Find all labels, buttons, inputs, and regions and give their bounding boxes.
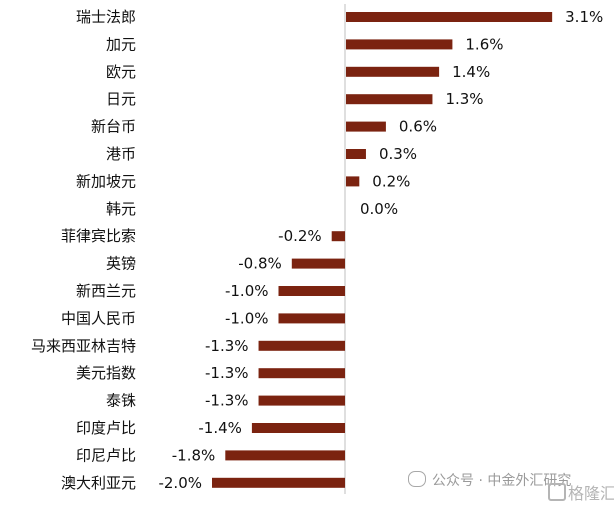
category-label: 新加坡元 (76, 172, 136, 190)
bar (346, 39, 453, 50)
bar (258, 368, 345, 379)
bar (346, 149, 366, 159)
value-label: -0.8% (238, 255, 282, 273)
category-label: 美元指数 (76, 364, 136, 382)
value-label: -1.3% (205, 392, 249, 410)
value-label: -1.3% (205, 337, 249, 355)
wechat-icon (408, 471, 426, 487)
value-label: -0.2% (278, 227, 322, 245)
bar (331, 231, 345, 242)
brand-text: 格隆汇 (568, 484, 614, 503)
bar (278, 313, 345, 324)
bar (346, 94, 433, 105)
value-label: 1.3% (445, 90, 483, 108)
category-label: 英镑 (106, 255, 136, 273)
category-label: 新台币 (91, 118, 136, 136)
category-label: 马来西亚林吉特 (31, 337, 136, 355)
category-label: 泰铢 (106, 392, 136, 410)
watermark: 公众号 · 中金外汇研究 (408, 470, 571, 490)
category-label: 港币 (106, 145, 136, 163)
bar (346, 12, 553, 22)
bar (258, 395, 345, 406)
brand-watermark: 格隆汇 (548, 480, 614, 504)
bar (291, 258, 345, 269)
category-label: 日元 (106, 90, 136, 108)
category-label: 新西兰元 (76, 282, 136, 300)
category-label: 印度卢比 (76, 419, 136, 437)
category-labels-group: 瑞士法郎加元欧元日元新台币港币新加坡元韩元菲律宾比索英镑新西兰元中国人民币马来西… (31, 8, 136, 492)
watermark-text: 公众号 · 中金外汇研究 (432, 473, 572, 489)
value-label: -1.4% (198, 419, 242, 437)
bars-group (212, 12, 553, 488)
gelonghui-logo-icon (548, 483, 566, 501)
category-label: 韩元 (106, 200, 136, 218)
value-label: 1.6% (465, 35, 503, 53)
category-label: 中国人民币 (61, 309, 136, 327)
value-label: 3.1% (565, 8, 603, 26)
value-labels-group: 3.1% 1.6% 1.4% 1.3% 0.6% 0.3% 0.2% 0.0% -0.2% -0.… (158, 8, 603, 492)
category-label: 加元 (106, 35, 136, 53)
value-label: 1.4% (452, 63, 490, 81)
value-label: 0.0% (360, 200, 398, 218)
bar (346, 121, 386, 132)
value-label: -2.0% (158, 474, 202, 492)
bar (346, 66, 440, 77)
value-label: 0.2% (372, 172, 410, 190)
bar (346, 176, 360, 187)
value-label: 0.3% (379, 145, 417, 163)
category-label: 欧元 (106, 63, 136, 81)
category-label: 澳大利亚元 (61, 474, 136, 492)
category-label: 菲律宾比索 (61, 227, 136, 245)
value-label: -1.3% (205, 364, 249, 382)
category-label: 瑞士法郎 (76, 8, 136, 26)
bar (251, 423, 345, 433)
value-label: -1.8% (172, 446, 216, 464)
bar (212, 477, 345, 488)
bar (258, 340, 345, 351)
bar (225, 450, 345, 461)
value-label: 0.6% (399, 118, 437, 136)
value-label: -1.0% (225, 309, 269, 327)
value-label: -1.0% (225, 282, 269, 300)
category-label: 印尼卢比 (76, 446, 136, 464)
bar (278, 286, 345, 296)
